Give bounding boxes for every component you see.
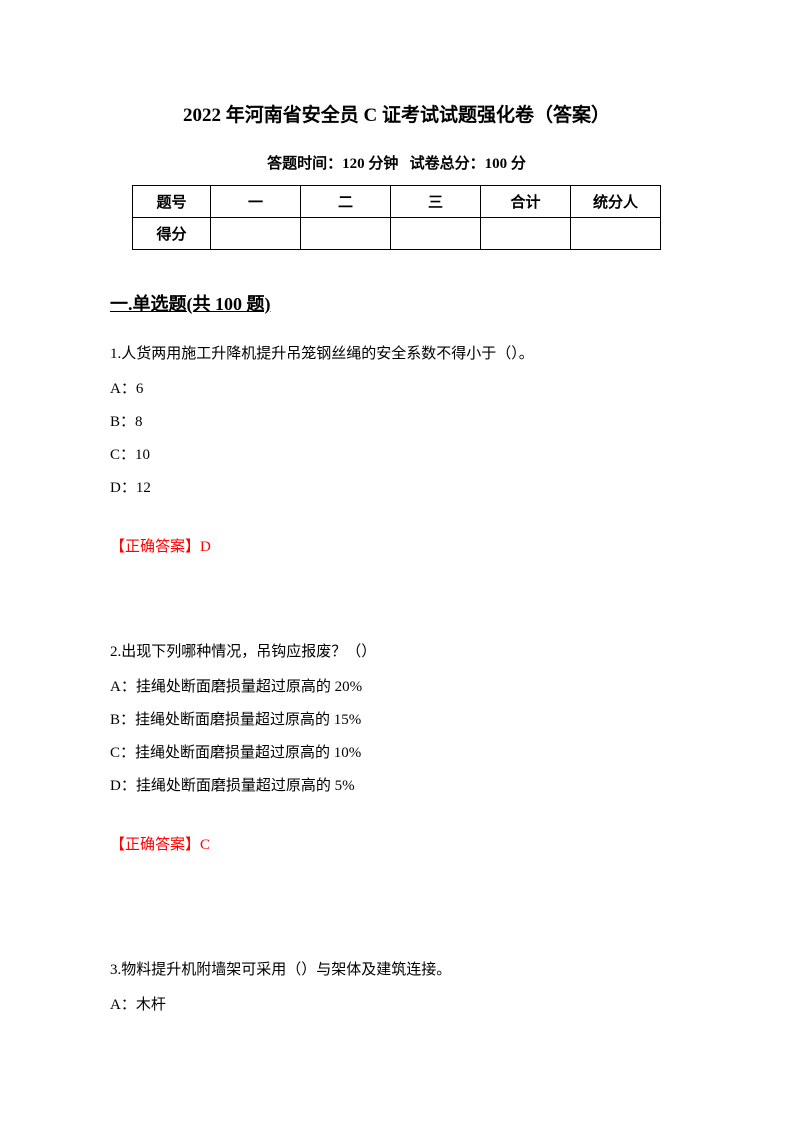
question-text: 2.出现下列哪种情况，吊钩应报废？（） — [110, 636, 683, 669]
score-value: 100 分 — [485, 156, 526, 172]
score-cell — [301, 218, 391, 250]
score-row-label: 得分 — [133, 218, 211, 250]
option-b: B：挂绳处断面磨损量超过原高的 15% — [110, 704, 683, 737]
header-cell: 题号 — [133, 186, 211, 218]
header-cell: 统分人 — [571, 186, 661, 218]
table-header-row: 题号 一 二 三 合计 统分人 — [133, 186, 661, 218]
question-3: 3.物料提升机附墙架可采用（）与架体及建筑连接。 A：木杆 — [110, 954, 683, 1022]
question-2: 2.出现下列哪种情况，吊钩应报废？（） A：挂绳处断面磨损量超过原高的 20% … — [110, 636, 683, 854]
option-b: B：8 — [110, 406, 683, 439]
score-cell — [571, 218, 661, 250]
header-cell: 三 — [391, 186, 481, 218]
score-table: 题号 一 二 三 合计 统分人 得分 — [132, 185, 661, 250]
score-cell — [481, 218, 571, 250]
exam-title: 2022 年河南省安全员 C 证考试试题强化卷（答案） — [110, 100, 683, 127]
question-1: 1.人货两用施工升降机提升吊笼钢丝绳的安全系数不得小于（）。 A：6 B：8 C… — [110, 338, 683, 556]
table-score-row: 得分 — [133, 218, 661, 250]
option-c: C：10 — [110, 439, 683, 472]
score-cell — [391, 218, 481, 250]
answer-value: C — [200, 837, 210, 853]
question-text: 3.物料提升机附墙架可采用（）与架体及建筑连接。 — [110, 954, 683, 987]
option-c: C：挂绳处断面磨损量超过原高的 10% — [110, 737, 683, 770]
answer-value: D — [200, 539, 211, 555]
answer-label: 【正确答案】 — [110, 539, 200, 555]
section-prefix: 一. — [110, 294, 133, 314]
header-cell: 合计 — [481, 186, 571, 218]
option-a: A：6 — [110, 373, 683, 406]
answer-label: 【正确答案】 — [110, 837, 200, 853]
time-value: 120 分钟 — [342, 156, 398, 172]
option-a: A：挂绳处断面磨损量超过原高的 20% — [110, 671, 683, 704]
answer: 【正确答案】C — [110, 833, 683, 854]
option-d: D：挂绳处断面磨损量超过原高的 5% — [110, 770, 683, 803]
section-title: 一.单选题(共 100 题) — [110, 290, 683, 316]
question-text: 1.人货两用施工升降机提升吊笼钢丝绳的安全系数不得小于（）。 — [110, 338, 683, 371]
exam-info: 答题时间：120 分钟 试卷总分：100 分 — [110, 152, 683, 173]
score-label: 试卷总分： — [410, 156, 485, 172]
answer: 【正确答案】D — [110, 535, 683, 556]
header-cell: 二 — [301, 186, 391, 218]
section-name: 单选题(共 100 题) — [133, 294, 271, 314]
option-a: A：木杆 — [110, 989, 683, 1022]
option-d: D：12 — [110, 472, 683, 505]
header-cell: 一 — [211, 186, 301, 218]
time-label: 答题时间： — [267, 156, 342, 172]
score-cell — [211, 218, 301, 250]
